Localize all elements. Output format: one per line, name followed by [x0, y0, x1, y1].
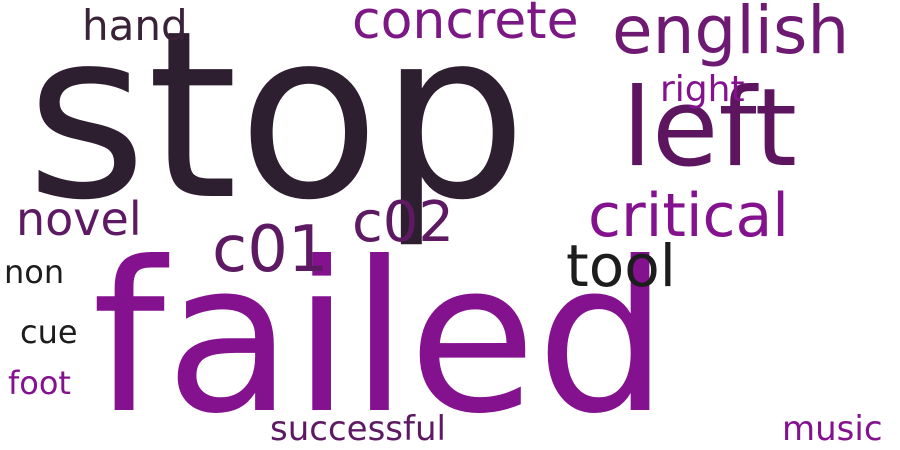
word-c01: c01 [212, 213, 329, 287]
word-novel: novel [16, 192, 142, 246]
word-foot: foot [8, 364, 71, 402]
word-hand: hand [82, 1, 188, 50]
word-concrete: concrete [352, 0, 579, 51]
word-stop: stop [26, 0, 528, 251]
word-successful: successful [270, 409, 446, 449]
word-left: left [622, 66, 797, 191]
word-c02: c02 [352, 190, 455, 255]
word-failed: failed [92, 218, 669, 450]
word-right: right [660, 69, 745, 110]
word-non: non [4, 253, 65, 291]
word-cue: cue [20, 313, 78, 351]
word-tool: tool [566, 232, 676, 300]
word-music: music [782, 409, 883, 449]
word-critical: critical [588, 181, 789, 251]
word-english: english [612, 0, 850, 69]
